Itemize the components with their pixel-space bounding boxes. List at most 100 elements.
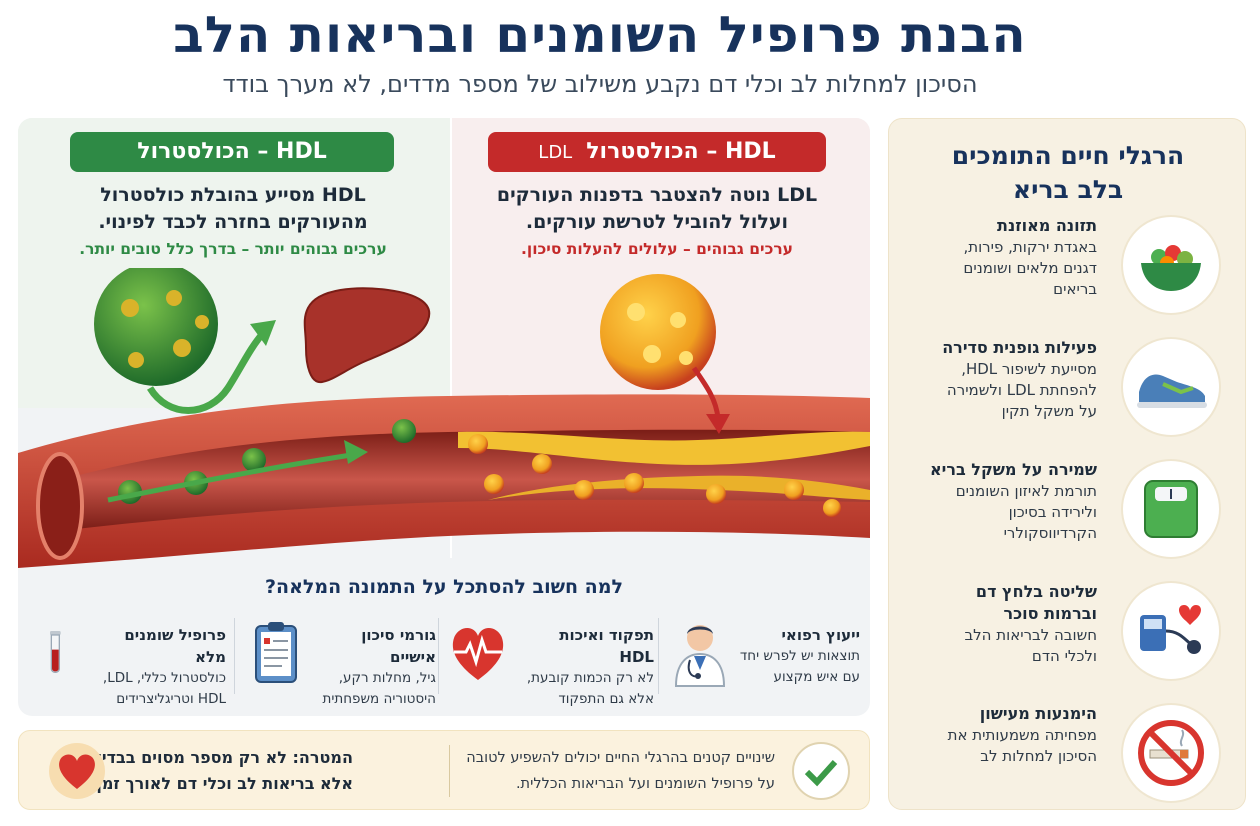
clipboard-icon [255, 622, 297, 683]
page-subtitle: הסיכון למחלות לב וכלי דם נקבע משילוב של … [222, 70, 978, 98]
ldl-tag: LDL [538, 142, 573, 163]
factor-desc: HDL וטריגליצרידים [116, 691, 226, 707]
ldl-surface-dot [627, 303, 645, 321]
ldl-particle [624, 473, 644, 493]
habit-name: הימנעות מעישון [979, 704, 1097, 723]
factor-hdl-quality: תפקוד ואיכות HDL לא רק הכמות קובעת, אלא … [448, 614, 654, 707]
flow-arrow [107, 451, 359, 503]
test-tube-icon [50, 631, 61, 673]
hdl-note: ערכים גבוהים יותר – בדרך כלל טובים יותר. [79, 240, 387, 258]
heart-pulse-icon [452, 627, 504, 680]
factor-desc: היסטוריה משפחתית [322, 691, 436, 707]
factor-separator [234, 618, 235, 694]
habit-desc: ולירידה בסיכון [1008, 503, 1097, 521]
artery-opening [36, 452, 84, 560]
goal-text: המטרה: לא רק מספר מסוים בבדיקה, אלא בריא… [53, 745, 353, 797]
habit-desc: מפחיתה משמעותית את [947, 726, 1097, 744]
habit-balanced-diet: תזונה מאוזנת באגדת ירקות, פירות, דגנים מ… [889, 215, 1247, 325]
factor-medical-advice: ייעוץ רפואי תוצאות יש לפרש יחד עם איש מק… [670, 614, 860, 698]
section-divider [450, 118, 452, 558]
habit-name: וברמות סוכר [1003, 604, 1097, 623]
ldl-surface-dot [643, 345, 661, 363]
ldl-description-line: ועלול להוביל לטרשת עורקים. [525, 211, 789, 233]
factor-desc: גיל, מחלות רקע, [338, 670, 436, 686]
habit-blood-pressure-sugar: שליטה בלחץ דם וברמות סוכר חשובה לבריאות … [889, 581, 1247, 691]
factor-full-profile: פרופיל שומנים מלא כולסטרול כללי, LDL, HD… [42, 614, 226, 707]
scale-icon [1121, 459, 1221, 559]
return-arrow [147, 329, 267, 414]
factor-personal-risk: גורמי סיכון אישיים גיל, מחלות רקע, היסטו… [246, 614, 436, 707]
hdl-description-line: מהעורקים בחזרה לכבד לפינוי. [98, 211, 368, 233]
hdl-particle [242, 448, 266, 472]
deposit-arrowhead [706, 414, 730, 434]
salad-bowl-icon [1121, 215, 1221, 315]
habit-name: שליטה בלחץ דם [975, 582, 1097, 601]
habit-desc: דגנים מלאים ושומנים [963, 259, 1097, 277]
return-arrowhead [250, 320, 276, 346]
hdl-title-badge: HDL – הכולסטרול [70, 132, 394, 172]
banner-line: שינויים קטנים בהרגלי החיים יכולים להשפיע… [466, 750, 775, 766]
ldl-particle [484, 474, 504, 494]
habit-desc: הקרדיווסקולרי [1003, 524, 1097, 542]
habit-name: פעילות גופנית סדירה [942, 338, 1097, 357]
artery-illustration [18, 268, 870, 568]
ldl-surface-dot [670, 312, 686, 328]
hdl-lipid-dot [128, 352, 144, 368]
habits-title-line: הרגלי חיים התומכים [951, 141, 1185, 170]
plaque-bottom [488, 475, 870, 500]
goal-banner: שינויים קטנים בהרגלי החיים יכולים להשפיע… [18, 730, 870, 810]
habit-name: שמירה על משקל בריא [929, 460, 1097, 479]
ldl-particle [468, 434, 488, 454]
ldl-title: HDL – הכולסטרול [586, 139, 776, 164]
deposit-arrow [691, 366, 721, 419]
factor-desc: כולסטרול כללי, LDL, [102, 670, 226, 686]
factor-separator [658, 618, 659, 694]
banner-line: אלא בריאות לב וכלי דם לאורך זמן. [90, 774, 353, 793]
hdl-lipid-dot [166, 290, 182, 306]
banner-line: המטרה: לא רק מספר מסוים בבדיקה, [73, 748, 353, 767]
factor-separator [438, 618, 439, 694]
checkmark-icon [792, 742, 850, 800]
habit-desc: על משקל תקין [1001, 402, 1097, 420]
no-smoking-icon [1121, 703, 1221, 803]
factor-desc: עם איש מקצוע [773, 669, 860, 685]
hdl-lipid-dot [121, 299, 139, 317]
doctor-icon [674, 625, 726, 687]
habit-physical-activity: פעילות גופנית סדירה מסייעת לשיפור HDL, ל… [889, 337, 1247, 447]
habit-desc: הסיכון למחלות לב [980, 747, 1097, 765]
ldl-description-line: LDL נוטה להצטבר בדפנות העורקים [496, 184, 818, 206]
hdl-lipid-dot [173, 339, 191, 357]
hdl-large-particle [94, 268, 218, 386]
lipid-comparison-panel: HDL – הכולסטרול HDL – הכולסטרול LDL HDL מ… [18, 118, 870, 716]
banner-line: על פרופיל השומנים ועל הבריאות הכללית. [515, 776, 775, 792]
ldl-description: LDL נוטה להצטבר בדפנות העורקים ועלול להו… [488, 182, 826, 236]
ldl-particle [574, 480, 594, 500]
habit-no-smoking: הימנעות מעישון מפחיתה משמעותית את הסיכון… [889, 703, 1247, 813]
habits-title-line: בלב בריא [1012, 175, 1124, 204]
factor-desc: תוצאות יש לפרש יחד [739, 648, 860, 664]
banner-separator [449, 745, 450, 797]
habit-healthy-weight: שמירה על משקל בריא תורמת לאיזון השומנים … [889, 459, 1247, 569]
ldl-particle [532, 454, 552, 474]
habit-desc: בריאים [1053, 280, 1097, 298]
ldl-particle [784, 480, 804, 500]
flow-arrowhead [344, 440, 368, 464]
sneaker-icon [1121, 337, 1221, 437]
factor-name: פרופיל שומנים מלא [124, 626, 226, 666]
hdl-description: HDL מסייע בהובלת כולסטרול מהעורקים בחזרה… [68, 182, 398, 236]
habit-name: תזונה מאוזנת [997, 216, 1097, 235]
habit-desc: תורמת לאיזון השומנים [955, 482, 1097, 500]
blood-pressure-icon [1121, 581, 1221, 681]
heart-icon [49, 743, 105, 799]
factor-name: גורמי סיכון אישיים [361, 626, 436, 666]
habit-desc: חשובה לבריאות הלב [964, 626, 1097, 644]
ldl-particle [823, 499, 841, 517]
hdl-lipid-dot [195, 315, 209, 329]
habit-desc: באגדת ירקות, פירות, [963, 238, 1097, 256]
hdl-description-line: HDL מסייע בהובלת כולסטרול [100, 184, 366, 206]
factor-desc: לא רק הכמות קובעת, [526, 670, 654, 686]
factor-name: ייעוץ רפואי [781, 626, 861, 644]
habit-desc: ולכלי הדם [1031, 647, 1097, 665]
liver-icon [303, 287, 431, 384]
page-title: הבנת פרופיל השומנים ובריאות הלב [173, 6, 1027, 64]
